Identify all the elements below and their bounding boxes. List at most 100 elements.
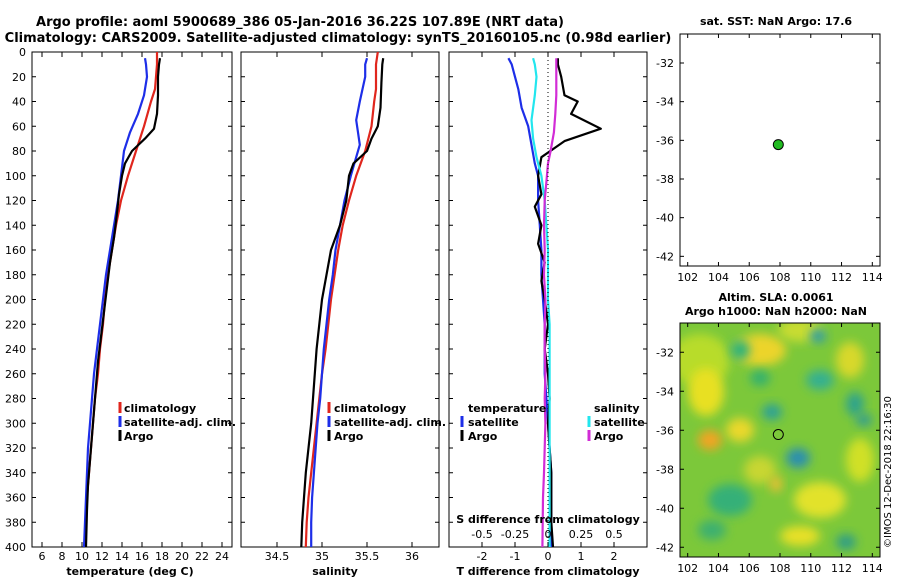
map-x-tick-label: 104 [708, 271, 729, 284]
legend-temperature-title: temperature [468, 402, 546, 415]
t-difference-xlabel: T difference from climatology [456, 565, 639, 578]
legend-climatology: climatology [334, 402, 406, 415]
depth-tick-label: 140 [5, 219, 26, 232]
sla-anomaly-blob [786, 448, 810, 468]
map-x-tick-label: 112 [831, 562, 852, 575]
x-tick-label: 2 [611, 550, 618, 563]
x-tick-label: 35.5 [355, 550, 380, 563]
s-tick-label: 0.5 [605, 528, 623, 541]
sla-anomaly-blob [846, 392, 864, 416]
map-y-tick-label: -36 [656, 134, 674, 147]
map-x-tick-label: 114 [862, 271, 883, 284]
sla-anomaly-blob [794, 482, 846, 518]
depth-tick-label: 180 [5, 269, 26, 282]
sla-map-title-line-1: Altim. SLA: 0.0061 [718, 291, 833, 304]
sla-anomaly-blob [750, 370, 770, 386]
map-x-tick-label: 110 [800, 271, 821, 284]
series-line-satellite-adj-clim- [82, 58, 149, 548]
legend-satellite: satellite-adj. clim. [124, 416, 236, 429]
depth-tick-label: 20 [12, 71, 26, 84]
sla-anomaly-blob [698, 430, 722, 450]
x-tick-label: 36 [405, 550, 419, 563]
x-tick-label: 20 [175, 550, 189, 563]
sla-anomaly-blob [780, 526, 820, 546]
map-y-tick-label: -42 [656, 541, 674, 554]
x-tick-label: 35 [315, 550, 329, 563]
figure-title-line-2: Climatology: CARS2009. Satellite-adjuste… [5, 31, 672, 46]
x-tick-label: 0 [545, 550, 552, 563]
sla-anomaly-blob [770, 476, 782, 492]
sla-map: 102 104 106 108 110 112 114 -32 -34 -36 -38 -40 -42 [656, 322, 883, 575]
argo-position-marker [772, 429, 784, 441]
map-x-tick-label: 104 [708, 562, 729, 575]
x-tick-label: 22 [195, 550, 209, 563]
salinity-xlabel: salinity [312, 565, 358, 578]
sla-anomaly-blob [762, 404, 782, 420]
sla-anomaly-blob [726, 418, 754, 442]
legend-s-argo: Argo [594, 430, 624, 443]
x-tick-label: -2 [477, 550, 488, 563]
map-y-tick-label: -36 [656, 424, 674, 437]
sst-map: 102 104 106 108 110 112 114 -32 -34 -36 -38 -40 -42 [656, 34, 883, 284]
s-tick-label: -0.5 [471, 528, 492, 541]
depth-tick-label: 120 [5, 195, 26, 208]
s-tick-label: 0 [545, 528, 552, 541]
depth-tick-label: 220 [5, 318, 26, 331]
depth-tick-label: 300 [5, 417, 26, 430]
x-tick-label: 1 [578, 550, 585, 563]
sla-anomaly-blob [688, 368, 724, 416]
x-tick-label: 14 [115, 550, 129, 563]
series-line-s-argo [541, 58, 558, 548]
map-x-tick-label: 106 [739, 271, 760, 284]
depth-tick-label: 60 [12, 120, 26, 133]
salinity-legend: climatology satellite-adj. clim. Argo [327, 402, 446, 443]
s-difference-xlabel: S difference from climatology [456, 513, 640, 526]
series-line-argo [300, 58, 385, 548]
x-tick-label: 6 [39, 550, 46, 563]
difference-plot: -2 -1 0 1 2 -0.5 -0.25 0 0.25 0.5 [449, 51, 647, 563]
sla-anomaly-blob [698, 520, 726, 540]
map-x-tick-label: 108 [770, 271, 791, 284]
sla-anomaly-blob [836, 342, 864, 378]
map-x-tick-label: 102 [677, 562, 698, 575]
argo-position-marker [772, 139, 784, 151]
temperature-legend: climatology satellite-adj. clim. Argo [118, 402, 236, 443]
depth-tick-label: 160 [5, 244, 26, 257]
salinity-panel-frame [240, 51, 440, 548]
legend-argo: Argo [334, 430, 364, 443]
s-tick-label: 0.25 [569, 528, 594, 541]
depth-tick-label: 80 [12, 145, 26, 158]
map-y-tick-label: -32 [656, 57, 674, 70]
legend-s-satellite: satellite [594, 416, 645, 429]
sla-anomaly-blob [810, 329, 826, 343]
temperature-plot: 6 8 10 12 14 16 18 20 22 24 [32, 51, 232, 563]
x-tick-label: 12 [95, 550, 109, 563]
depth-tick-label: 280 [5, 393, 26, 406]
sla-anomaly-blob [730, 340, 750, 360]
legend-climatology: climatology [124, 402, 196, 415]
map-x-tick-label: 108 [770, 562, 791, 575]
sla-anomaly-blob [846, 438, 874, 482]
sla-anomaly-blob [680, 334, 730, 386]
series-line-argo [84, 58, 162, 548]
map-y-tick-label: -32 [656, 346, 674, 359]
map-y-tick-label: -34 [656, 96, 674, 109]
temperature-xlabel: temperature (deg C) [66, 565, 193, 578]
x-tick-label: -1 [510, 550, 521, 563]
sla-map-title-line-2: Argo h1000: NaN h2000: NaN [685, 305, 867, 318]
map-x-tick-label: 112 [831, 271, 852, 284]
x-tick-label: 18 [155, 550, 169, 563]
temperature-panel-frame [31, 51, 233, 548]
map-y-tick-label: -42 [656, 250, 674, 263]
sla-anomaly-blob [806, 370, 834, 390]
depth-tick-label: 320 [5, 442, 26, 455]
legend-salinity-title: salinity [594, 402, 640, 415]
s-tick-label: -0.25 [501, 528, 529, 541]
depth-tick-label: 0 [19, 46, 26, 59]
x-tick-label: 10 [75, 550, 89, 563]
legend-t-argo: Argo [468, 430, 498, 443]
difference-legend: temperature satellite Argo salinity sate… [460, 402, 645, 443]
map-x-tick-label: 114 [862, 562, 883, 575]
map-x-tick-label: 110 [800, 562, 821, 575]
sla-anomaly-blob [744, 456, 776, 484]
